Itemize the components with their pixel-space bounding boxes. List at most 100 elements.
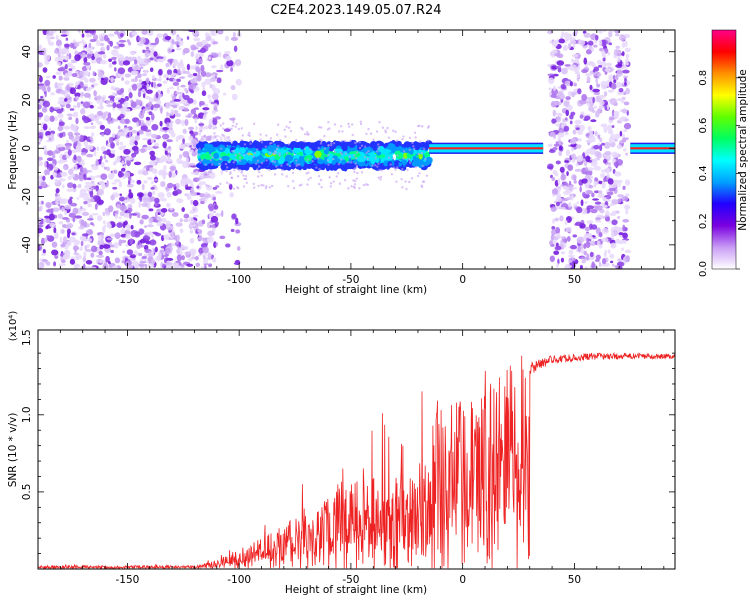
spectrogram-cell bbox=[91, 46, 95, 50]
spectrogram-cell bbox=[150, 42, 158, 46]
spectrogram-cell bbox=[414, 136, 417, 139]
spectrogram-cell bbox=[43, 161, 47, 168]
spectrogram-cell bbox=[419, 140, 422, 143]
spectrogram-cell bbox=[198, 147, 201, 151]
spectrogram-cell bbox=[209, 135, 212, 138]
spectrogram-cell bbox=[123, 103, 128, 108]
spectrogram-cell bbox=[193, 37, 201, 42]
spectrogram-cell bbox=[382, 148, 392, 154]
spectrogram-cell bbox=[625, 193, 630, 196]
spectrogram-cell bbox=[579, 114, 584, 119]
spectrogram-cell bbox=[567, 164, 574, 171]
spectrogram-cell bbox=[114, 138, 120, 143]
spectrogram-cell bbox=[281, 168, 284, 172]
spectrogram-cell bbox=[163, 265, 167, 269]
spectrogram-cell bbox=[591, 261, 595, 269]
spectrogram-cell bbox=[185, 142, 193, 146]
spectrogram-cell bbox=[238, 156, 242, 159]
spectrogram-cell bbox=[554, 245, 562, 251]
spectrogram-cell bbox=[126, 183, 134, 188]
spectrogram-cell bbox=[553, 250, 560, 256]
spectrogram-cell bbox=[121, 260, 125, 264]
spectrogram-cell bbox=[151, 75, 156, 79]
spectrogram-cell bbox=[129, 254, 137, 259]
spectrogram-cell bbox=[75, 144, 81, 152]
spectrogram-cell bbox=[54, 116, 58, 122]
spectrogram-cell bbox=[59, 132, 63, 139]
spectrogram-cell bbox=[93, 52, 100, 59]
spectrogram-cell bbox=[52, 75, 56, 79]
spectrogram-cell bbox=[131, 83, 138, 91]
spectrogram-cell bbox=[126, 249, 134, 256]
colorbar-tick-label: 0.0 bbox=[698, 261, 709, 277]
spectrogram-cell bbox=[72, 215, 76, 223]
spectrogram-cell bbox=[96, 146, 100, 151]
spectrogram-cell bbox=[319, 178, 323, 182]
spectrogram-cell bbox=[268, 151, 272, 154]
spectrogram-cell bbox=[571, 159, 576, 163]
spectrogram-cell bbox=[191, 206, 197, 209]
spectrogram-cell bbox=[170, 43, 174, 50]
spectrogram-cell bbox=[199, 121, 203, 125]
spectrogram-cell bbox=[422, 147, 426, 151]
spectrogram-cell bbox=[166, 122, 171, 125]
spectrogram-cell bbox=[200, 129, 203, 133]
spectrogram-cell bbox=[198, 253, 201, 257]
spectrogram-cell bbox=[320, 126, 323, 129]
spectrogram-cell bbox=[201, 219, 206, 225]
spectrogram-cell bbox=[55, 200, 59, 206]
spectrogram-cell bbox=[175, 222, 183, 227]
spectrogram-cell bbox=[137, 36, 141, 42]
spectrogram-cell bbox=[330, 142, 333, 145]
spectrogram-cell bbox=[563, 44, 568, 51]
spectrogram-cell bbox=[64, 72, 70, 79]
spectrogram-cell bbox=[275, 133, 279, 136]
spectrogram-cell bbox=[295, 164, 298, 168]
spectrogram-cell bbox=[337, 162, 341, 166]
spectrogram-cell bbox=[61, 198, 69, 204]
snr-panel: -150 -100 -50 0 50 0.51.01.5 Height of strai… bbox=[7, 311, 676, 596]
spectrogram-cell bbox=[90, 245, 98, 253]
spectrogram-cell bbox=[558, 38, 566, 44]
spectrogram-cell bbox=[182, 128, 187, 134]
spectrogram-cell bbox=[162, 141, 167, 149]
spectrogram-cell bbox=[334, 158, 341, 163]
spectrogram-cell bbox=[84, 181, 92, 185]
spectrogram-cell bbox=[265, 134, 268, 137]
spectrogram-cell bbox=[358, 187, 361, 190]
spectrogram-cell bbox=[103, 154, 107, 160]
spectrogram-cell bbox=[305, 172, 308, 175]
spectrogram-cell bbox=[572, 43, 576, 48]
spectrogram-cell bbox=[219, 182, 222, 186]
spectrogram-cell bbox=[54, 56, 60, 63]
spectrogram-cell bbox=[247, 133, 250, 137]
spectrogram-cell bbox=[202, 125, 210, 130]
spectrogram-cell bbox=[63, 165, 68, 170]
spectrogram-cell bbox=[189, 65, 195, 70]
spectrogram-cell bbox=[98, 33, 102, 39]
spectrogram-cell bbox=[176, 248, 180, 254]
spectrogram-cell bbox=[49, 115, 55, 122]
spectrogram-cell bbox=[65, 140, 69, 143]
spectrogram-cell bbox=[104, 77, 109, 82]
spectrogram-cell bbox=[46, 168, 50, 176]
spectrogram-cell bbox=[283, 128, 286, 132]
spectrogram-cell bbox=[598, 39, 603, 47]
spectrogram-cell bbox=[159, 197, 167, 202]
spectrogram-cell bbox=[372, 138, 375, 142]
spectrogram-cell bbox=[83, 70, 89, 77]
spectrogram-cell bbox=[552, 193, 556, 197]
spectrogram-cells bbox=[38, 30, 675, 269]
spectrogram-cell bbox=[381, 126, 385, 129]
spectrogram-cell bbox=[88, 30, 96, 34]
spectrogram-cell bbox=[65, 37, 69, 41]
spectrogram-cell bbox=[410, 177, 414, 180]
spectrogram-cell bbox=[60, 34, 68, 37]
spectrogram-cell bbox=[75, 255, 79, 261]
spectrogram-cell bbox=[178, 144, 186, 150]
spectrogram-cell bbox=[199, 161, 202, 164]
spectrogram-cell bbox=[594, 158, 599, 162]
spectrogram-cell bbox=[136, 179, 142, 185]
spectrogram-cell bbox=[395, 139, 399, 142]
spectrogram-cell bbox=[579, 264, 583, 269]
